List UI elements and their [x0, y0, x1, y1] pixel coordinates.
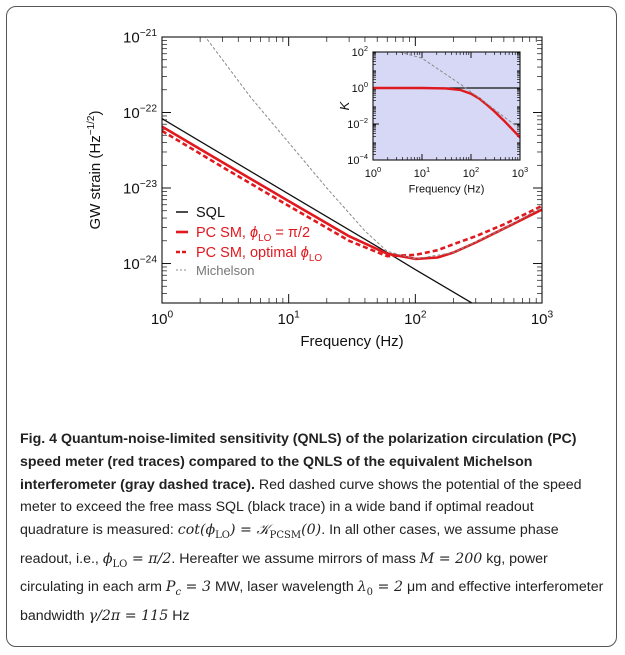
- inset-plot: 100 101 102 103 10−4 10−2 100 102 Frequency (Hz)…: [337, 44, 528, 195]
- inset-y-tick-label: 10−4: [347, 152, 368, 167]
- legend-label-1: PC SM, ϕLO = π/2: [196, 225, 310, 244]
- figure-caption: Fig. 4 Quantum-noise-limited sensitivity…: [20, 428, 605, 628]
- main-y-tick-label: 10−22: [123, 103, 157, 122]
- inset-axes-frame: [372, 51, 521, 161]
- inset-y-tick-label: 10−2: [347, 116, 368, 131]
- inset-series-line-1: [373, 86, 520, 139]
- legend: SQL PC SM, ϕLO = π/2PC SM, optimal ϕLOMic…: [176, 205, 322, 278]
- caption-text-1: Red dashed curve shows the potential of …: [20, 476, 582, 539]
- caption-text-2: . In all other cases, we assume phase re…: [20, 522, 559, 567]
- legend-label-0: SQL: [196, 205, 225, 221]
- caption-title: Quantum-noise-limited sensitivity (QNLS)…: [20, 431, 577, 493]
- main-y-axis-label: GW strain (Hz−1/2): [86, 111, 104, 230]
- caption-eq-1: cot(ϕLO) = 𝒦PCSM(0): [177, 522, 322, 542]
- inset-x-tick-label: 100: [365, 165, 381, 180]
- caption-text-4: kg, power circulating in each arm: [20, 550, 548, 596]
- caption-text-7: Hz: [172, 608, 190, 625]
- inset-y-tick-label: 102: [352, 44, 368, 59]
- inset-y-axis-label: K: [337, 100, 352, 110]
- inset-background: [373, 52, 520, 160]
- main-x-tick-label: 100: [151, 309, 174, 328]
- main-series: [162, 37, 542, 303]
- inset-series: [373, 52, 520, 139]
- main-x-tick-label: 101: [277, 309, 300, 328]
- caption-eq-5: λ0 = 2: [357, 579, 403, 599]
- legend-label-2: PC SM, optimal ϕLO: [196, 245, 322, 264]
- main-plot: 100 101 102 103 10−24 10−23 10−22 10−21 Frequenc…: [86, 28, 554, 350]
- inset-series-line-2: [399, 52, 520, 130]
- main-x-tick-label: 102: [404, 309, 427, 328]
- main-axes-frame: [161, 36, 543, 304]
- caption-eq-2: ϕLO = π/2: [102, 550, 172, 570]
- caption-label: Fig. 4: [20, 431, 58, 447]
- caption-text-6: μm and effective interferometer bandwidt…: [20, 579, 604, 625]
- main-x-tick-label: 103: [531, 309, 554, 328]
- caption-eq-3: M = 200: [419, 550, 483, 567]
- caption-text-3: . Hereafter we assume mirrors of mass: [171, 550, 416, 567]
- inset-x-tick-label: 102: [463, 165, 479, 180]
- caption-text-5: MW, laser wavelength: [214, 579, 354, 596]
- main-series-line-2: [162, 129, 542, 258]
- main-minor-ticks: [162, 37, 542, 304]
- legend-label-3: Michelson: [196, 263, 255, 278]
- figure-chart: 100 101 102 103 10−24 10−23 10−22 10−21 Frequenc…: [86, 28, 554, 350]
- main-y-tick-label: 10−21: [123, 28, 157, 47]
- main-y-tick-label: 10−23: [123, 179, 157, 198]
- inset-x-axis-label: Frequency (Hz): [409, 184, 485, 196]
- caption-eq-6: γ/2π = 115: [88, 608, 169, 625]
- inset-y-tick-label: 100: [352, 80, 368, 95]
- inset-x-tick-label: 101: [414, 165, 430, 180]
- main-y-tick-label: 10−24: [123, 254, 157, 273]
- main-series-line-3: [204, 37, 542, 260]
- inset-x-tick-label: 103: [512, 165, 528, 180]
- main-x-axis-label: Frequency (Hz): [300, 333, 403, 350]
- caption-eq-4: Pc = 3: [165, 579, 211, 599]
